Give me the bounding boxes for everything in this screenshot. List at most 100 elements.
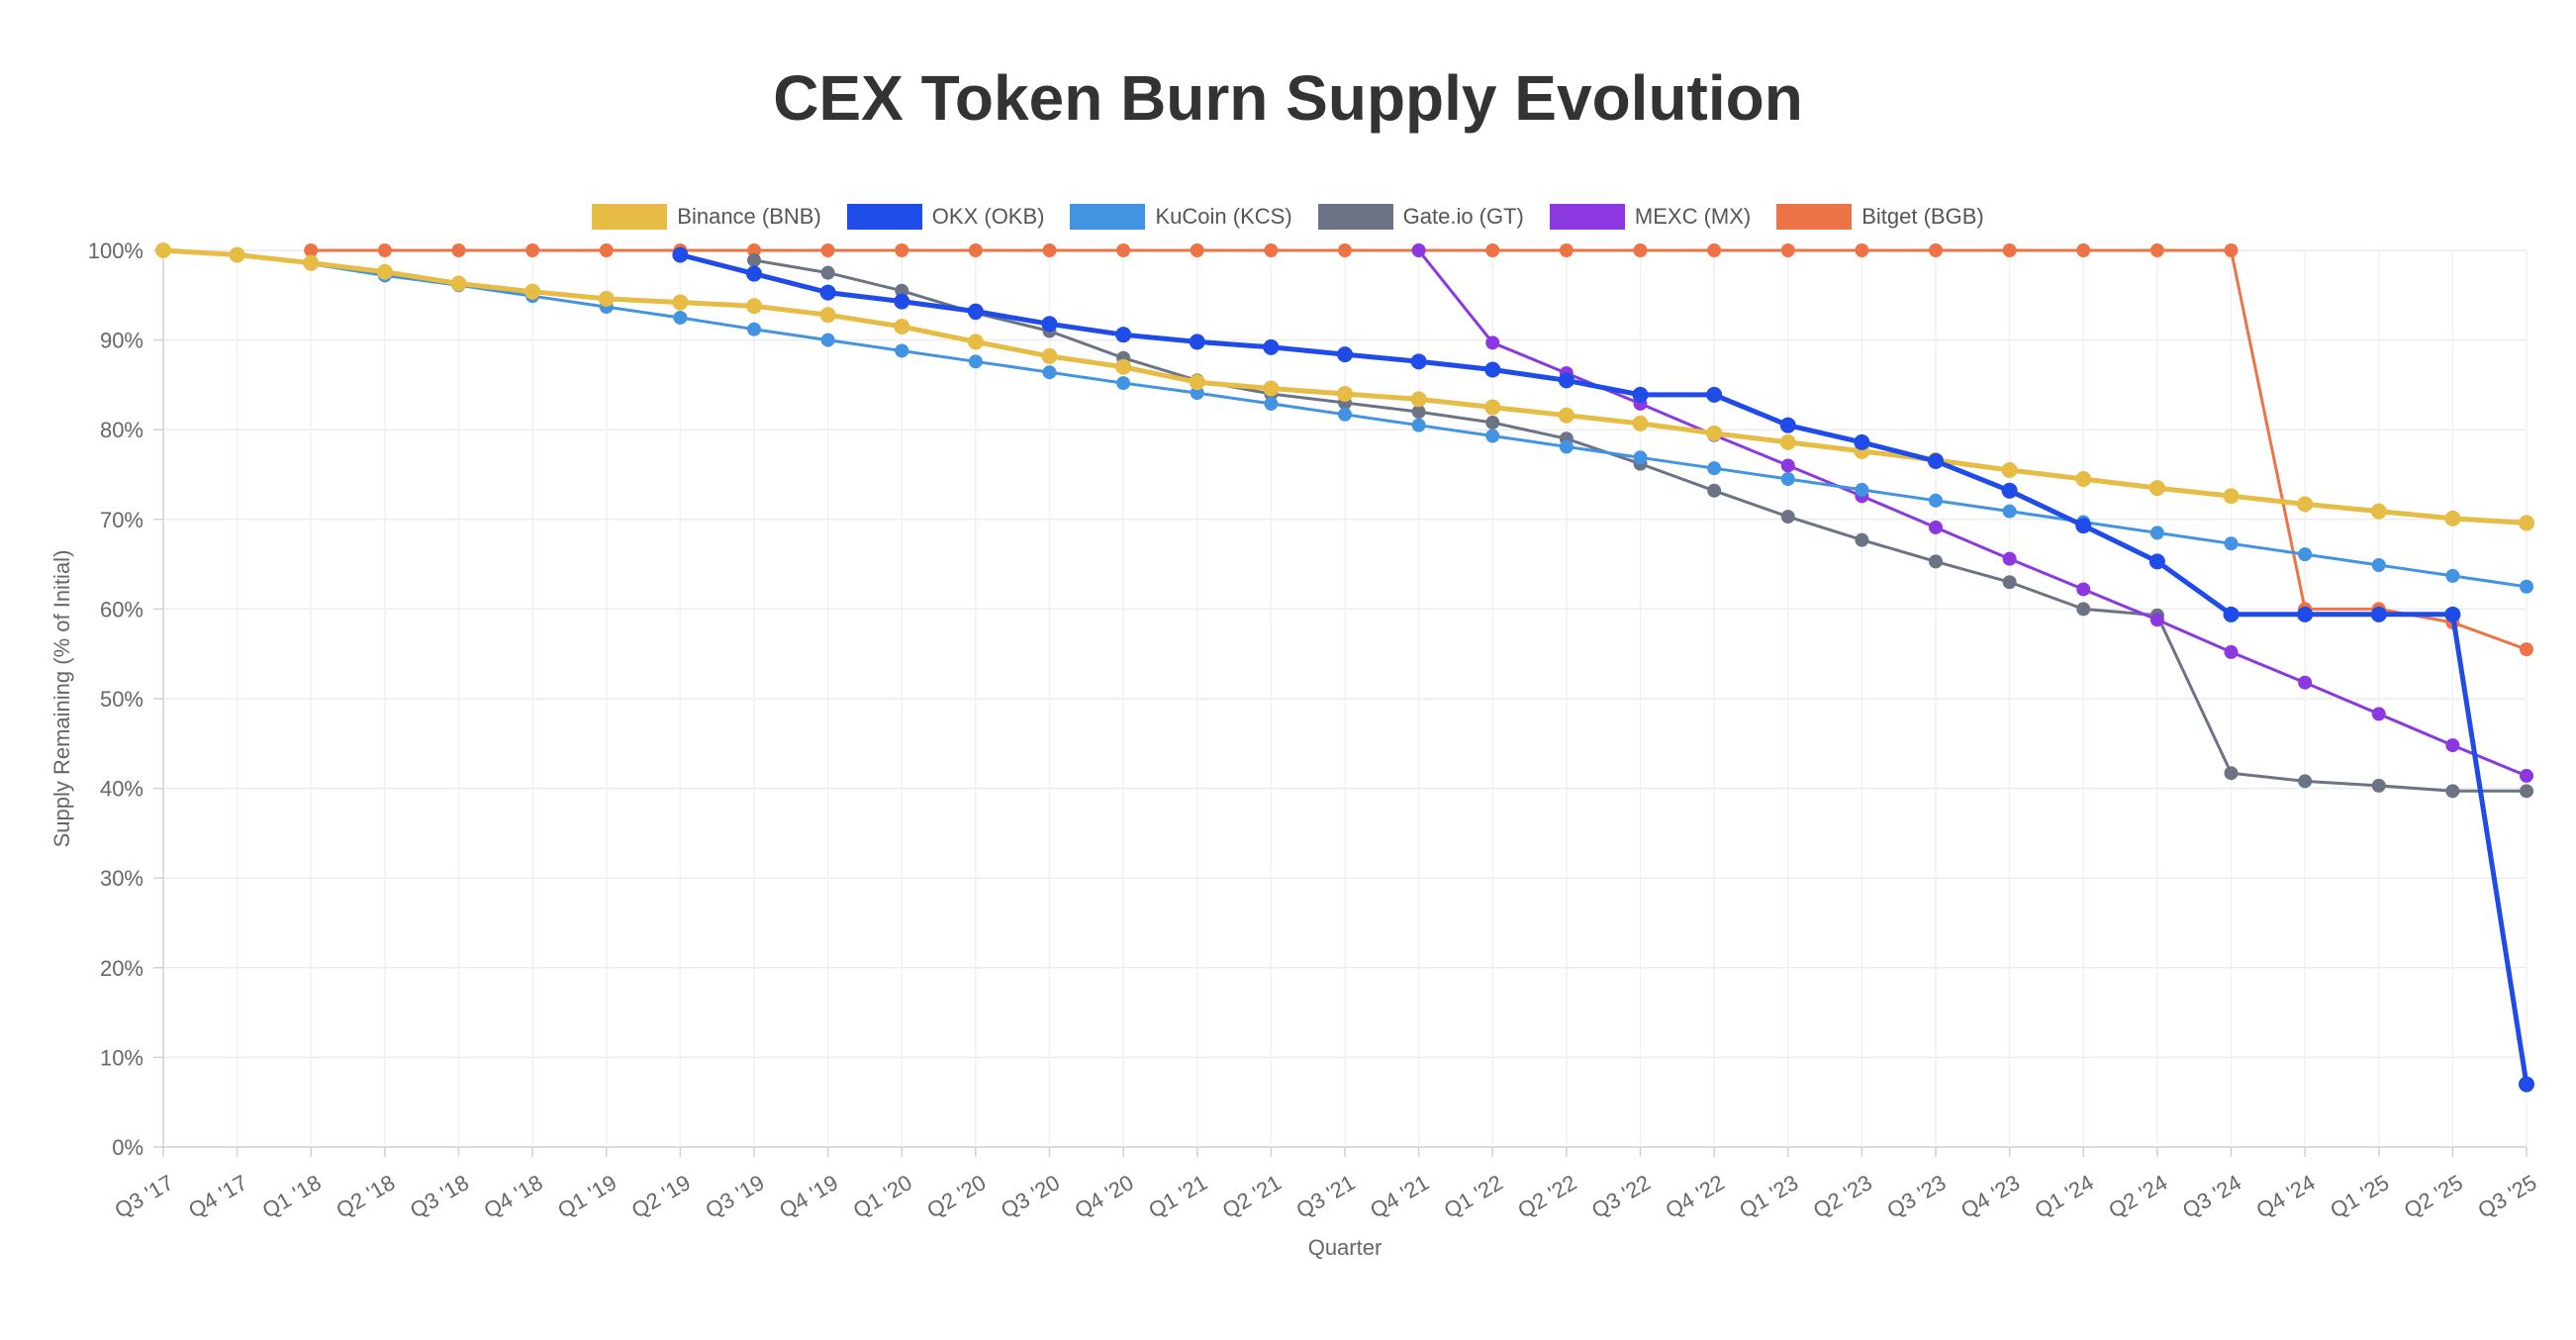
data-point-gate-io-gt[interactable] [820, 265, 835, 280]
data-point-binance-bnb[interactable] [155, 242, 171, 258]
data-point-bitget-bgb[interactable] [1780, 243, 1795, 257]
data-point-bitget-bgb[interactable] [1929, 243, 1943, 257]
data-point-gate-io-gt[interactable] [1411, 405, 1426, 420]
data-point-gate-io-gt[interactable] [2002, 575, 2017, 590]
data-point-kucoin-kcs[interactable] [968, 354, 983, 369]
data-point-gate-io-gt[interactable] [2371, 778, 2386, 793]
data-point-bitget-bgb[interactable] [525, 243, 540, 257]
data-point-binance-bnb[interactable] [598, 290, 615, 307]
data-point-mexc-mx[interactable] [2371, 707, 2386, 721]
data-point-okx-okb[interactable] [1337, 346, 1353, 363]
data-point-mexc-mx[interactable] [1411, 243, 1426, 257]
data-point-binance-bnb[interactable] [1337, 385, 1353, 402]
data-point-gate-io-gt[interactable] [895, 283, 909, 298]
data-point-binance-bnb[interactable] [1041, 347, 1058, 364]
data-point-okx-okb[interactable] [2075, 518, 2092, 534]
data-point-kucoin-kcs[interactable] [895, 343, 909, 358]
data-point-kucoin-kcs[interactable] [2002, 504, 2017, 519]
data-point-okx-okb[interactable] [2223, 606, 2240, 622]
data-point-bitget-bgb[interactable] [968, 243, 983, 257]
legend-item-binance-bnb[interactable]: Binance (BNB) [592, 204, 821, 230]
data-point-kucoin-kcs[interactable] [2371, 558, 2386, 573]
data-point-okx-okb[interactable] [1706, 386, 1723, 403]
data-point-binance-bnb[interactable] [525, 283, 541, 300]
data-point-mexc-mx[interactable] [2445, 738, 2460, 753]
data-point-gate-io-gt[interactable] [1929, 554, 1943, 569]
legend-item-mexc-mx[interactable]: MEXC (MX) [1549, 204, 1751, 230]
data-point-binance-bnb[interactable] [376, 263, 393, 280]
data-point-okx-okb[interactable] [2444, 606, 2461, 622]
data-point-gate-io-gt[interactable] [1707, 483, 1722, 498]
data-point-okx-okb[interactable] [1410, 353, 1427, 370]
data-point-binance-bnb[interactable] [1706, 425, 1723, 441]
data-point-okx-okb[interactable] [1115, 327, 1132, 343]
data-point-kucoin-kcs[interactable] [1780, 472, 1795, 487]
legend-item-okx-okb[interactable]: OKX (OKB) [846, 204, 1044, 230]
data-point-kucoin-kcs[interactable] [1707, 461, 1722, 476]
data-point-bitget-bgb[interactable] [1042, 243, 1057, 257]
data-point-okx-okb[interactable] [894, 293, 910, 310]
data-point-kucoin-kcs[interactable] [1264, 396, 1279, 411]
data-point-okx-okb[interactable] [2001, 482, 2018, 499]
data-point-gate-io-gt[interactable] [1485, 415, 1500, 430]
data-point-mexc-mx[interactable] [2298, 675, 2313, 690]
data-point-bitget-bgb[interactable] [451, 243, 466, 257]
data-point-binance-bnb[interactable] [2001, 461, 2018, 478]
data-point-kucoin-kcs[interactable] [1042, 365, 1057, 380]
data-point-kucoin-kcs[interactable] [1855, 482, 1869, 497]
data-point-binance-bnb[interactable] [1263, 380, 1280, 397]
data-point-bitget-bgb[interactable] [2149, 243, 2164, 257]
data-point-bitget-bgb[interactable] [1116, 243, 1131, 257]
data-point-binance-bnb[interactable] [1779, 433, 1796, 450]
data-point-bitget-bgb[interactable] [1707, 243, 1722, 257]
data-point-okx-okb[interactable] [672, 246, 689, 263]
data-point-binance-bnb[interactable] [1189, 374, 1205, 391]
data-point-okx-okb[interactable] [746, 265, 762, 282]
data-point-binance-bnb[interactable] [2370, 503, 2387, 520]
data-point-kucoin-kcs[interactable] [2298, 547, 2313, 562]
data-point-bitget-bgb[interactable] [895, 243, 909, 257]
data-point-kucoin-kcs[interactable] [2149, 526, 2164, 540]
data-point-okx-okb[interactable] [2148, 553, 2165, 570]
data-point-binance-bnb[interactable] [1410, 391, 1427, 408]
data-point-mexc-mx[interactable] [2002, 551, 2017, 566]
data-point-gate-io-gt[interactable] [2076, 602, 2091, 617]
data-point-gate-io-gt[interactable] [2520, 784, 2533, 799]
data-point-bitget-bgb[interactable] [1190, 243, 1204, 257]
data-point-binance-bnb[interactable] [2223, 488, 2240, 505]
data-point-okx-okb[interactable] [2370, 606, 2387, 622]
data-point-bitget-bgb[interactable] [2520, 642, 2533, 657]
data-point-binance-bnb[interactable] [1632, 415, 1649, 431]
data-point-binance-bnb[interactable] [1558, 407, 1574, 424]
data-point-binance-bnb[interactable] [2297, 496, 2314, 513]
data-point-gate-io-gt[interactable] [1855, 532, 1869, 547]
data-point-bitget-bgb[interactable] [747, 243, 761, 257]
data-point-okx-okb[interactable] [1484, 361, 1501, 378]
data-point-bitget-bgb[interactable] [2076, 243, 2091, 257]
data-point-mexc-mx[interactable] [2224, 644, 2239, 659]
data-point-bitget-bgb[interactable] [2002, 243, 2017, 257]
data-point-bitget-bgb[interactable] [304, 243, 319, 257]
data-point-bitget-bgb[interactable] [1633, 243, 1648, 257]
data-point-okx-okb[interactable] [2297, 606, 2314, 622]
data-point-gate-io-gt[interactable] [2298, 774, 2313, 789]
data-point-bitget-bgb[interactable] [1264, 243, 1279, 257]
data-point-kucoin-kcs[interactable] [747, 322, 761, 336]
data-point-gate-io-gt[interactable] [2445, 784, 2460, 799]
data-point-kucoin-kcs[interactable] [820, 333, 835, 347]
data-point-binance-bnb[interactable] [672, 294, 689, 311]
data-point-kucoin-kcs[interactable] [2224, 536, 2239, 551]
data-point-binance-bnb[interactable] [2519, 515, 2534, 531]
data-point-kucoin-kcs[interactable] [1116, 376, 1131, 391]
data-point-binance-bnb[interactable] [2148, 480, 2165, 497]
data-point-gate-io-gt[interactable] [1780, 510, 1795, 525]
data-point-binance-bnb[interactable] [2075, 471, 2092, 488]
data-point-mexc-mx[interactable] [2520, 768, 2533, 783]
data-point-mexc-mx[interactable] [2076, 582, 2091, 597]
legend-item-gate-io-gt[interactable]: Gate.io (GT) [1317, 204, 1524, 230]
data-point-mexc-mx[interactable] [1485, 335, 1500, 350]
data-point-kucoin-kcs[interactable] [1411, 418, 1426, 432]
data-point-binance-bnb[interactable] [2444, 510, 2461, 526]
data-point-bitget-bgb[interactable] [1559, 243, 1574, 257]
data-point-bitget-bgb[interactable] [2224, 243, 2239, 257]
